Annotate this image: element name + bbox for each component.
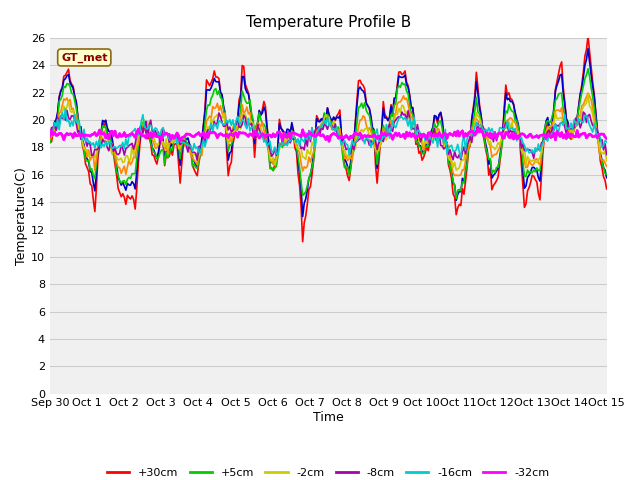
+5cm — [573, 116, 581, 121]
-2cm — [603, 158, 611, 164]
0cm — [212, 105, 220, 110]
+30cm — [240, 63, 248, 69]
+15cm — [212, 79, 220, 84]
+30cm — [603, 186, 611, 192]
+5cm — [452, 196, 460, 202]
-16cm — [575, 116, 582, 121]
-2cm — [584, 91, 592, 97]
Line: +5cm: +5cm — [50, 69, 607, 199]
-8cm — [603, 152, 611, 157]
-32cm — [575, 134, 582, 140]
+15cm — [289, 127, 297, 133]
0cm — [230, 131, 238, 136]
-16cm — [232, 118, 240, 124]
-32cm — [240, 130, 248, 136]
-32cm — [474, 126, 482, 132]
X-axis label: Time: Time — [313, 411, 344, 424]
-32cm — [325, 138, 333, 144]
-8cm — [575, 119, 582, 124]
+5cm — [603, 172, 611, 178]
-8cm — [116, 150, 124, 156]
+30cm — [115, 185, 122, 191]
0cm — [603, 164, 611, 169]
-2cm — [452, 167, 460, 173]
+15cm — [573, 115, 581, 120]
-8cm — [292, 139, 300, 145]
Text: GT_met: GT_met — [61, 52, 108, 62]
-2cm — [46, 133, 54, 139]
-2cm — [240, 111, 248, 117]
Line: -16cm: -16cm — [50, 108, 607, 158]
Line: -32cm: -32cm — [50, 129, 607, 141]
+15cm — [299, 214, 307, 219]
-16cm — [46, 132, 54, 138]
+15cm — [115, 175, 122, 180]
+15cm — [240, 73, 248, 79]
-16cm — [603, 139, 611, 145]
-8cm — [63, 108, 71, 113]
Legend: +30cm, +15cm, +5cm, 0cm, -2cm, -8cm, -16cm, -32cm: +30cm, +15cm, +5cm, 0cm, -2cm, -8cm, -16… — [102, 463, 554, 480]
Line: -8cm: -8cm — [50, 110, 607, 160]
-16cm — [291, 135, 299, 141]
Line: 0cm: 0cm — [50, 93, 607, 176]
-8cm — [193, 157, 201, 163]
-32cm — [230, 131, 238, 137]
+5cm — [115, 172, 122, 178]
+5cm — [46, 140, 54, 145]
0cm — [454, 173, 461, 179]
-16cm — [241, 123, 249, 129]
Y-axis label: Temperature(C): Temperature(C) — [15, 167, 28, 265]
0cm — [46, 136, 54, 142]
-2cm — [230, 129, 238, 134]
Line: -2cm: -2cm — [50, 94, 607, 170]
Line: +30cm: +30cm — [50, 36, 607, 242]
Title: Temperature Profile B: Temperature Profile B — [246, 15, 411, 30]
-32cm — [46, 132, 54, 138]
-8cm — [243, 125, 251, 131]
+15cm — [46, 134, 54, 140]
0cm — [240, 110, 248, 116]
+5cm — [230, 130, 238, 135]
+15cm — [584, 46, 592, 51]
-2cm — [115, 157, 122, 163]
0cm — [573, 119, 581, 124]
-16cm — [116, 143, 124, 148]
+5cm — [584, 66, 592, 72]
-32cm — [115, 134, 122, 140]
Line: +15cm: +15cm — [50, 48, 607, 216]
+30cm — [289, 131, 297, 136]
-8cm — [215, 110, 223, 116]
-8cm — [234, 115, 241, 121]
-16cm — [61, 106, 69, 111]
+30cm — [212, 74, 220, 80]
0cm — [115, 164, 122, 170]
+15cm — [230, 130, 238, 136]
-32cm — [289, 130, 297, 135]
+5cm — [212, 86, 220, 92]
+5cm — [240, 93, 248, 98]
-16cm — [214, 126, 221, 132]
-2cm — [289, 135, 297, 141]
0cm — [584, 90, 592, 96]
-32cm — [212, 131, 220, 137]
+30cm — [299, 239, 307, 245]
-16cm — [457, 155, 465, 161]
+30cm — [584, 33, 592, 39]
+5cm — [289, 132, 297, 138]
-2cm — [212, 114, 220, 120]
+30cm — [573, 117, 581, 123]
+15cm — [603, 175, 611, 180]
+30cm — [230, 134, 238, 140]
-32cm — [603, 136, 611, 142]
0cm — [289, 130, 297, 135]
+30cm — [46, 139, 54, 145]
-2cm — [573, 122, 581, 128]
-8cm — [46, 134, 54, 140]
